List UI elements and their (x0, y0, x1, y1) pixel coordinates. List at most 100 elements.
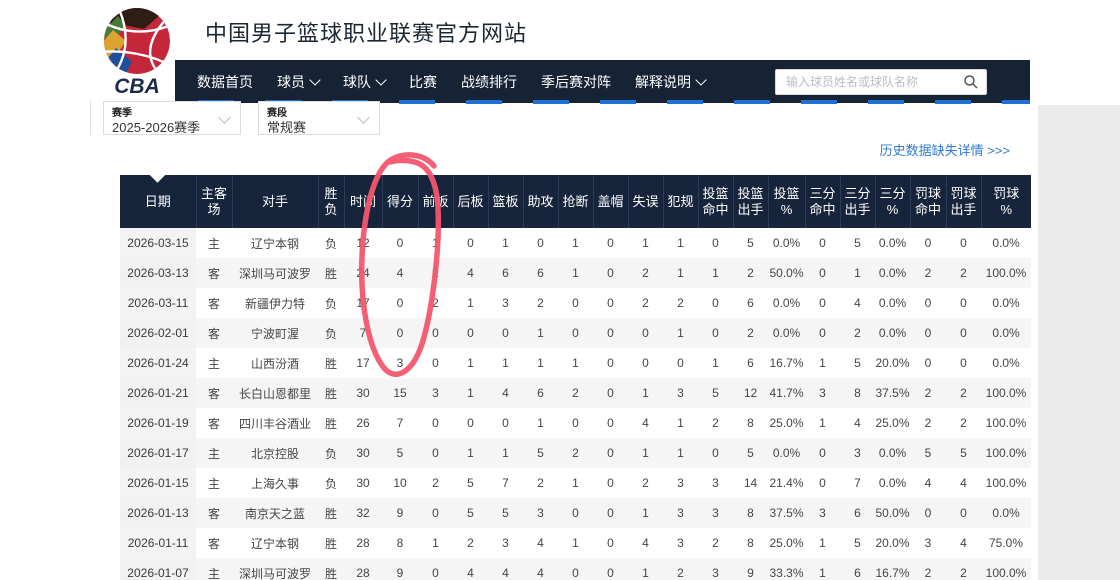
table-cell: 0 (488, 318, 523, 348)
table-cell: 5 (382, 438, 418, 468)
table-cell: 1 (698, 258, 733, 288)
table-cell: 胜 (318, 378, 344, 408)
table-cell: 2 (432, 476, 439, 490)
table-cell: 5 (488, 498, 523, 528)
table-cell: 0 (946, 318, 981, 348)
table-cell: 10 (393, 476, 407, 490)
table-row: 2026-01-11 客辽宁本钢胜 28 8 1 2 3 4 1 0 4 3 2 8 25.0% 1 5 20.0… (120, 528, 1031, 558)
table-cell: 1 (467, 356, 474, 370)
nav-item[interactable]: 战绩排行 (461, 72, 517, 92)
table-cell: 胜 (324, 536, 337, 551)
table-cell: 3 (840, 438, 875, 468)
table-cell: 胜 (318, 498, 344, 528)
table-cell: 2 (924, 416, 932, 430)
table-cell: 负 (318, 318, 344, 348)
column-header: 前板 (417, 175, 453, 228)
table-cell: 主 (196, 438, 232, 468)
cell-date: 2026-03-15 (120, 228, 196, 258)
table-cell: 4 (854, 296, 861, 310)
table-cell: 0 (712, 236, 719, 250)
table-cell: 4 (453, 258, 488, 288)
table-cell: 0 (628, 318, 663, 348)
table-cell: 1 (677, 236, 684, 250)
table-cell: 6 (840, 498, 875, 528)
nav-item[interactable]: 球队 (343, 72, 387, 92)
stage-label: 赛段 (267, 108, 287, 119)
nav-item[interactable]: 季后赛对阵 (541, 72, 611, 92)
column-header: 投篮 命中 (697, 175, 733, 228)
table-cell: 3 (712, 476, 719, 490)
table-cell: 8 (747, 536, 754, 550)
table-cell: 0 (432, 356, 439, 370)
table-cell: 主 (207, 476, 220, 491)
search-input[interactable] (775, 69, 987, 95)
table-cell: 2 (910, 558, 946, 580)
nav-item[interactable]: 球员 (277, 72, 321, 92)
filter-panel-border (90, 100, 91, 135)
column-header: 罚球 命中 (909, 175, 946, 228)
table-cell: 0 (805, 438, 840, 468)
table-cell: 100.0% (981, 438, 1031, 468)
table-cell: 0 (805, 318, 840, 348)
table-cell: 宁波町渥 (232, 318, 318, 348)
table-cell: 胜 (324, 356, 337, 371)
table-cell: 7 (396, 416, 404, 430)
stage-value: 常规赛 (267, 120, 307, 135)
table-cell: 0 (607, 236, 614, 250)
table-cell: 4 (854, 416, 861, 430)
table-cell: 1 (537, 356, 544, 370)
nav-item[interactable]: 解释说明 (635, 72, 707, 92)
table-row: 2026-03-13 客深圳马可波罗胜 24 4 2 4 6 6 1 0 2 1 1 2 50.0% 0 1 0.… (120, 258, 1031, 288)
column-header: 投篮 出手 (732, 175, 768, 228)
table-cell: 100.0% (985, 416, 1027, 430)
table-cell: 0.0% (992, 236, 1020, 250)
table-cell: 1 (453, 378, 488, 408)
nav-item[interactable]: 比赛 (409, 72, 437, 92)
table-cell: 28 (356, 536, 370, 550)
table-cell: 2 (712, 416, 719, 430)
table-cell: 0 (593, 378, 628, 408)
table-cell: 2 (677, 296, 684, 310)
table-cell: 0 (593, 258, 628, 288)
column-header: 罚球% (980, 175, 1031, 228)
column-header: 日期 (120, 175, 196, 228)
table-cell: 0.0% (772, 296, 801, 310)
cba-logo[interactable]: CBA (98, 4, 176, 96)
table-cell: 客 (196, 318, 232, 348)
column-header: 主客场 (195, 175, 232, 228)
table-cell: 负 (324, 236, 337, 251)
table-cell: 2 (733, 258, 768, 288)
season-select[interactable]: 赛季 2025-2026赛季 (103, 101, 241, 135)
search-icon[interactable] (963, 74, 979, 90)
history-data-link[interactable]: 历史数据缺失详情 >>> (879, 143, 1010, 158)
table-cell: 1 (502, 236, 509, 250)
table-cell: 0.0% (981, 318, 1031, 348)
cell-date: 2026-03-11 (120, 288, 196, 318)
table-cell: 0 (537, 236, 544, 250)
nav-item-label: 球员 (277, 73, 305, 90)
nav-item[interactable]: 数据首页 (197, 72, 253, 92)
table-cell: 1 (628, 558, 663, 580)
column-header: 盖帽 (592, 175, 628, 228)
table-row: 2026-03-15 主 辽宁本钢 负 12 0 1 0 1 0 1 0 1 1 0 5 0.0% 0 5 0.0% 0… (120, 228, 1031, 258)
table-cell: 客 (207, 296, 220, 311)
table-cell: 辽宁本钢 (250, 236, 299, 251)
table-row: 2026-01-21 客长白山恩都里胜 30 15 3 1 4 6 2 0 1 3 5 12 41.7% 3 8… (120, 378, 1031, 408)
chevron-down-icon (695, 73, 707, 86)
table-cell: 4 (523, 558, 558, 580)
table-cell: 7 (502, 476, 509, 490)
table-cell: 山西汾酒 (250, 356, 299, 371)
table-cell: 4 (453, 558, 488, 580)
stage-select[interactable]: 赛段 常规赛 (258, 101, 380, 135)
table-cell: 2 (960, 416, 967, 430)
table-cell: 4 (960, 536, 967, 550)
table-cell: 1 (453, 438, 488, 468)
table-cell: 4 (960, 476, 967, 490)
table-cell: 0 (910, 498, 946, 528)
table-cell: 5 (698, 378, 733, 408)
main-navbar: 数据首页 球员 球队 比赛 战绩排行 季后赛对阵 解释说明 (175, 60, 1030, 103)
table-cell: 1 (467, 296, 474, 310)
chevron-down-icon (309, 73, 321, 86)
table-cell: 0.0% (875, 318, 910, 348)
